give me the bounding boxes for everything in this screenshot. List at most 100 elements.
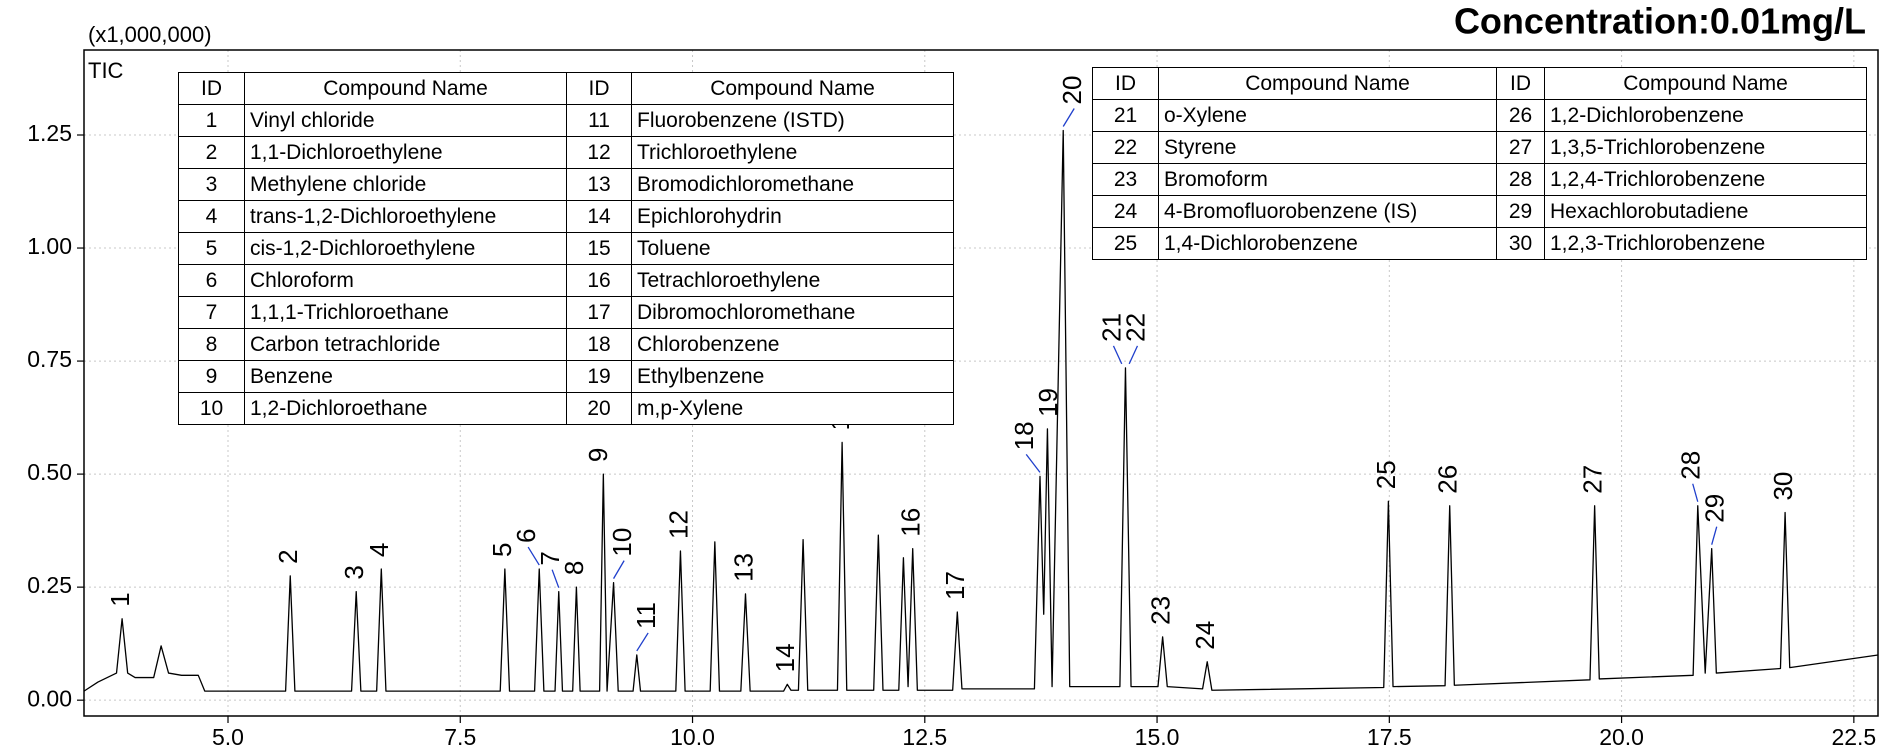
peak-label: 14	[770, 643, 800, 672]
plot-frame	[83, 49, 1879, 717]
compound-name: 1,2,4-Trichlorobenzene	[1544, 163, 1867, 196]
table-header: ID	[1496, 67, 1545, 100]
compound-name: Epichlorohydrin	[631, 200, 954, 233]
compound-name: Bromodichloromethane	[631, 168, 954, 201]
compound-name: 4-Bromofluorobenzene (IS)	[1158, 195, 1497, 228]
x-tick-label: 5.0	[212, 724, 244, 750]
x-tick-label: 15.0	[1135, 724, 1180, 750]
y-axis-unit: (x1,000,000)	[88, 22, 212, 47]
compound-id: 15	[566, 232, 632, 265]
compound-id: 22	[1092, 131, 1159, 164]
compound-id: 5	[178, 232, 245, 265]
compound-name: cis-1,2-Dichloroethylene	[244, 232, 567, 265]
peak-label: 3	[339, 565, 369, 579]
y-tick-label: 0.25	[27, 572, 72, 598]
compound-name: 1,4-Dichlorobenzene	[1158, 227, 1497, 260]
compound-id: 2	[178, 136, 245, 169]
x-tick-label: 20.0	[1599, 724, 1644, 750]
compound-name: Fluorobenzene (ISTD)	[631, 104, 954, 137]
leader-line	[1692, 483, 1699, 502]
compound-name: o-Xylene	[1158, 99, 1497, 132]
y-tick-label: 0.50	[27, 459, 72, 485]
compound-name: 1,2,3-Trichlorobenzene	[1544, 227, 1867, 260]
leader-line	[636, 632, 649, 652]
y-tick-label: 1.00	[27, 233, 72, 259]
peak-label: 13	[728, 553, 758, 582]
peak-label: 4	[364, 543, 394, 557]
peak-label: 12	[663, 510, 693, 539]
compound-name: 1,2-Dichlorobenzene	[1544, 99, 1867, 132]
table-header: ID	[178, 72, 245, 105]
peak-label: 18	[1009, 421, 1039, 450]
peak-label: 20	[1057, 76, 1087, 105]
compound-name: 1,1-Dichloroethylene	[244, 136, 567, 169]
peak-label: 16	[896, 508, 926, 537]
compound-id: 13	[566, 168, 632, 201]
compound-name: Tetrachloroethylene	[631, 264, 954, 297]
compound-id: 1	[178, 104, 245, 137]
leader-line	[612, 560, 625, 579]
peak-label: 22	[1120, 313, 1150, 342]
peak-label: 5	[487, 543, 517, 557]
compound-name: Hexachlorobutadiene	[1544, 195, 1867, 228]
compound-name: Chlorobenzene	[631, 328, 954, 361]
compound-id: 12	[566, 136, 632, 169]
compound-id: 24	[1092, 195, 1159, 228]
compound-id: 19	[566, 360, 632, 393]
peak-label: 6	[511, 529, 541, 543]
compound-id: 3	[178, 168, 245, 201]
compound-id: 25	[1092, 227, 1159, 260]
compound-name: Styrene	[1158, 131, 1497, 164]
compound-id: 6	[178, 264, 245, 297]
compound-name: Benzene	[244, 360, 567, 393]
x-tick-label: 17.5	[1367, 724, 1412, 750]
compound-name: Methylene chloride	[244, 168, 567, 201]
peak-label: 30	[1768, 472, 1798, 501]
compound-name: trans-1,2-Dichloroethylene	[244, 200, 567, 233]
table-header: ID	[1092, 67, 1159, 100]
compound-id: 11	[566, 104, 632, 137]
leader-line	[527, 546, 540, 566]
compound-id: 16	[566, 264, 632, 297]
compound-id: 27	[1496, 131, 1545, 164]
compound-table: ID Compound Name ID Compound Name 1 Vinyl chl…	[178, 72, 954, 425]
table-header: ID	[566, 72, 632, 105]
compound-name: 1,2-Dichloroethane	[244, 392, 567, 425]
compound-name: Chloroform	[244, 264, 567, 297]
compound-id: 28	[1496, 163, 1545, 196]
peak-label: 24	[1190, 621, 1220, 650]
peak-label: 2	[273, 549, 303, 563]
compound-name: 1,3,5-Trichlorobenzene	[1544, 131, 1867, 164]
compound-name: Dibromochloromethane	[631, 296, 954, 329]
compound-id: 8	[178, 328, 245, 361]
peak-label: 11	[631, 602, 661, 629]
peak-label: 26	[1433, 465, 1463, 494]
compound-id: 7	[178, 296, 245, 329]
x-tick-label: 10.0	[670, 724, 715, 750]
peak-label: 7	[535, 551, 565, 565]
compound-name: m,p-Xylene	[631, 392, 954, 425]
compound-name: Ethylbenzene	[631, 360, 954, 393]
compound-name: 1,1,1-Trichloroethane	[244, 296, 567, 329]
table-header: Compound Name	[244, 72, 567, 105]
compound-id: 18	[566, 328, 632, 361]
chart-title: Concentration:0.01mg/L	[1454, 1, 1866, 42]
compound-name: Carbon tetrachloride	[244, 328, 567, 361]
leader-line	[1128, 345, 1139, 365]
peak-label: 29	[1700, 494, 1730, 523]
x-tick-label: 22.5	[1831, 724, 1876, 750]
compound-table: ID Compound Name ID Compound Name 21 o-Xylene…	[1092, 67, 1867, 260]
peak-label: 25	[1371, 460, 1401, 489]
leader-line	[551, 569, 560, 588]
leader-line	[1025, 453, 1041, 473]
compound-name: Trichloroethylene	[631, 136, 954, 169]
peak-label: 9	[583, 448, 613, 462]
leader-line	[1112, 345, 1123, 365]
x-tick-label: 12.5	[902, 724, 947, 750]
leader-line	[1711, 526, 1718, 545]
peak-label: 19	[1033, 388, 1063, 417]
peak-label: 17	[940, 571, 970, 600]
compound-id: 26	[1496, 99, 1545, 132]
